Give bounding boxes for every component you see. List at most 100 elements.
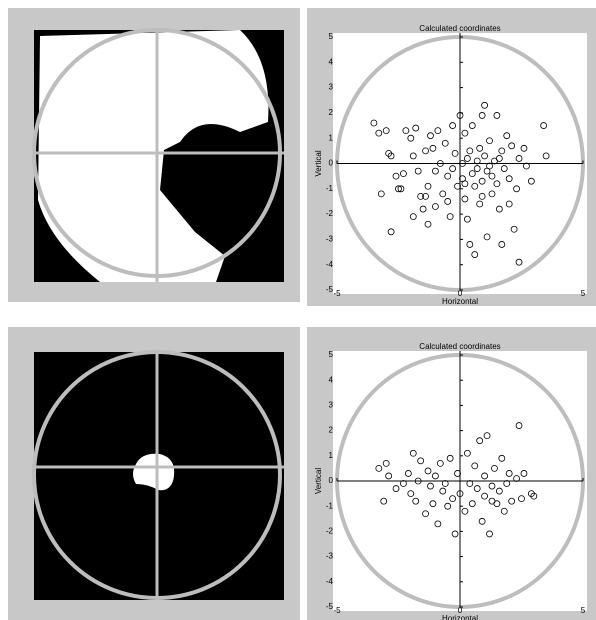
- data-point: [402, 127, 410, 135]
- data-point: [451, 530, 459, 538]
- data-point: [483, 432, 491, 440]
- image-panel-bottom: [8, 327, 300, 620]
- data-point: [500, 507, 508, 515]
- data-point: [444, 502, 452, 510]
- data-point: [478, 112, 486, 119]
- data-point: [397, 185, 405, 193]
- data-point: [461, 129, 469, 137]
- data-point: [468, 122, 476, 129]
- y-tick-label: 3: [329, 401, 334, 410]
- data-point: [461, 180, 469, 188]
- data-point: [505, 200, 513, 208]
- data-point: [481, 472, 489, 480]
- y-tick-label: -5: [326, 602, 334, 611]
- x-tick-label: 5: [581, 606, 586, 615]
- data-point: [481, 101, 489, 109]
- y-tick-label: -4: [326, 260, 334, 269]
- data-point: [392, 485, 400, 492]
- data-point: [478, 517, 486, 525]
- data-point: [400, 480, 407, 487]
- data-point: [520, 470, 528, 477]
- data-point: [473, 157, 481, 165]
- data-point: [488, 497, 496, 505]
- data-point: [513, 185, 520, 193]
- y-tick-label: 0: [329, 476, 334, 485]
- data-point: [434, 520, 442, 528]
- x-tick-label: 0: [458, 289, 463, 298]
- y-tick-label: -3: [326, 235, 334, 244]
- data-point: [414, 167, 422, 175]
- data-point: [466, 480, 474, 487]
- image-panel-top: [8, 8, 300, 302]
- data-point: [483, 233, 491, 241]
- y-tick-label: -5: [326, 285, 334, 294]
- data-point: [444, 198, 452, 205]
- data-point: [434, 127, 442, 135]
- y-tick-label: 5: [329, 32, 334, 41]
- data-point: [409, 449, 417, 457]
- data-point: [409, 152, 417, 160]
- data-point: [422, 192, 429, 200]
- data-point: [449, 495, 457, 503]
- data-point: [495, 487, 503, 495]
- data-point: [387, 228, 395, 236]
- data-point: [427, 132, 434, 140]
- data-point: [471, 462, 479, 470]
- data-point: [436, 459, 444, 467]
- y-tick-label: 1: [329, 133, 334, 142]
- data-point: [505, 470, 513, 477]
- data-point: [446, 213, 454, 221]
- data-point: [439, 487, 447, 495]
- data-point: [412, 497, 420, 505]
- data-point: [498, 241, 506, 248]
- data-point: [419, 205, 427, 213]
- data-point: [493, 180, 501, 188]
- data-point: [478, 177, 486, 185]
- data-point: [407, 134, 415, 142]
- data-point: [412, 124, 420, 132]
- data-point: [518, 495, 525, 503]
- data-point: [431, 472, 439, 480]
- data-point: [527, 490, 535, 498]
- data-point: [375, 464, 383, 472]
- y-tick-label: -3: [326, 552, 334, 561]
- data-point: [392, 172, 400, 180]
- data-point: [486, 530, 493, 538]
- data-point: [491, 464, 498, 472]
- x-tick-label: 0: [458, 606, 463, 615]
- data-point: [476, 437, 484, 445]
- y-tick-label: 1: [329, 451, 334, 460]
- x-tick-label: -5: [333, 606, 341, 615]
- data-point: [422, 510, 429, 518]
- data-point: [429, 500, 437, 508]
- chart-title: Calculated coordinates: [419, 24, 500, 33]
- mask-region: [38, 30, 269, 282]
- data-point: [449, 122, 457, 129]
- data-point: [439, 190, 447, 198]
- data-point: [454, 182, 461, 190]
- y-axis-label: Vertical: [314, 150, 323, 176]
- data-point: [481, 492, 489, 500]
- data-point: [422, 147, 429, 155]
- data-point: [473, 485, 481, 492]
- y-tick-label: 4: [329, 57, 334, 66]
- data-point: [493, 112, 501, 119]
- mask-region: [133, 453, 175, 491]
- data-point: [449, 165, 457, 172]
- data-point: [540, 122, 548, 129]
- data-point: [510, 225, 518, 233]
- data-point: [481, 152, 489, 160]
- data-point: [466, 241, 474, 248]
- data-point: [515, 155, 523, 162]
- data-point: [505, 175, 513, 183]
- data-point: [486, 137, 493, 145]
- data-point: [495, 205, 503, 213]
- data-point: [527, 177, 535, 185]
- data-point: [508, 497, 516, 505]
- x-tick-label: -5: [333, 289, 341, 298]
- data-point: [414, 477, 422, 485]
- y-tick-label: 5: [329, 350, 334, 359]
- data-point: [476, 144, 484, 152]
- data-point: [424, 220, 432, 228]
- y-tick-label: -2: [326, 209, 334, 218]
